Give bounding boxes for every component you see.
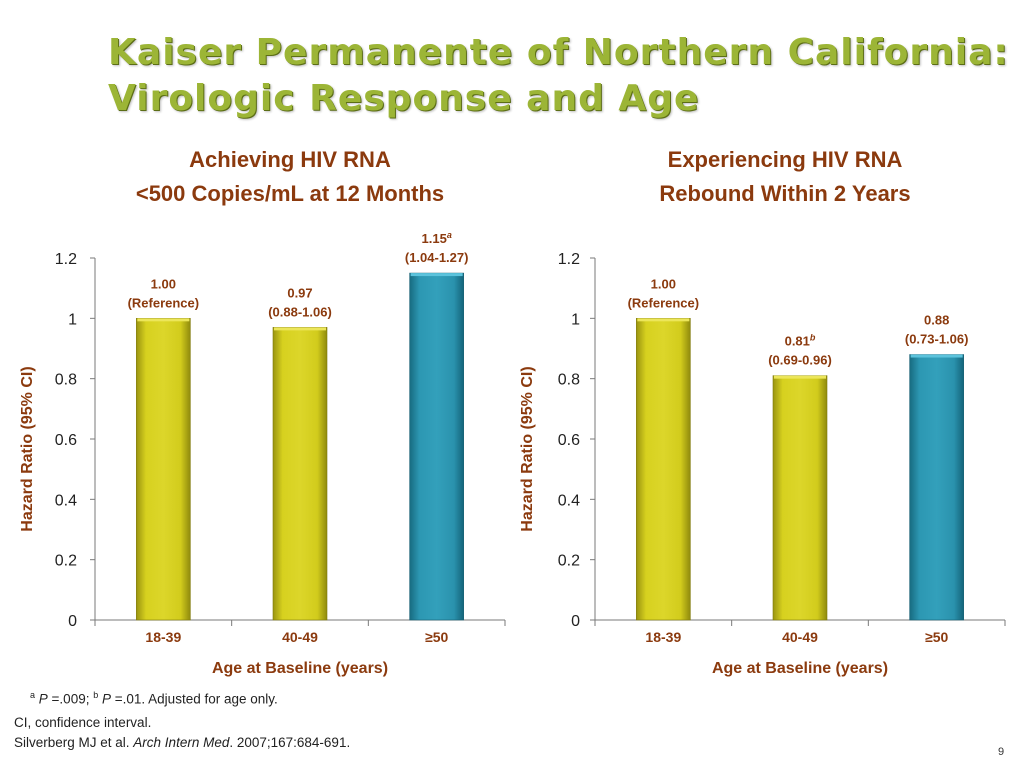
right-data-label-ci: (0.73-1.06)	[905, 332, 969, 347]
right-y-tick-label: 0.6	[558, 432, 580, 449]
footnote-citation: Silverberg MJ et al. Arch Intern Med. 20…	[14, 735, 350, 750]
right-chart-title-line-1: Experiencing HIV RNA	[667, 147, 903, 172]
left-bar-1	[136, 318, 191, 621]
left-data-label-value: 0.97	[287, 285, 312, 300]
footnote-b-marker: b	[93, 690, 99, 700]
left-bar-3	[409, 272, 464, 621]
left-data-label-ci: (0.88-1.06)	[268, 304, 332, 319]
right-y-tick-label: 0.4	[558, 492, 580, 509]
right-x-tick-label: 40-49	[782, 629, 818, 645]
left-x-tick-label: 18-39	[145, 629, 181, 645]
left-data-label-sup: a	[447, 230, 452, 240]
footnote-a-marker: a	[30, 690, 36, 700]
left-chart: 0 0.2 0.4 0.6 0.8 1 1.2 18-39 1.00 (Reference) 40-…	[19, 230, 506, 677]
left-bar-cap-1	[137, 318, 190, 322]
left-y-tick-label: 0	[68, 613, 77, 630]
left-y-tick-label: 0.8	[55, 372, 77, 389]
citation-authors: Silverberg MJ et al.	[14, 735, 134, 750]
right-y-tick-label: 1.2	[558, 251, 580, 268]
left-y-tick-label: 0.2	[55, 553, 77, 570]
left-chart-title: Achieving HIV RNA <500 Copies/mL at 12 M…	[80, 143, 500, 211]
footnote-ci: CI, confidence interval.	[14, 715, 152, 730]
footnote-a-p: P	[38, 691, 48, 707]
right-chart-title: Experiencing HIV RNA Rebound Within 2 Ye…	[580, 143, 990, 211]
right-y-tick-label: 0.8	[558, 372, 580, 389]
right-data-label-value-text: 0.81	[785, 334, 810, 349]
left-chart-title-line-2: <500 Copies/mL at 12 Months	[135, 181, 445, 206]
left-x-tick-label: ≥50	[425, 629, 448, 645]
slide-title: Kaiser Permanente of Northern California…	[108, 30, 1008, 122]
left-bar-cap-2	[274, 327, 326, 331]
right-y-tick-label: 0	[571, 613, 580, 630]
right-data-label-sup: b	[810, 333, 816, 343]
citation-journal: Arch Intern Med	[133, 735, 230, 750]
left-x-tick-label: 40-49	[282, 629, 318, 645]
footnote-b-p: P	[102, 691, 112, 707]
left-y-tick-label: 0.4	[55, 492, 77, 509]
right-bar-cap-2	[774, 375, 826, 379]
slide-title-line-1: Kaiser Permanente of Northern California…	[108, 32, 1009, 73]
footnote-pvalues: a P =.009; b P =.01. Adjusted for age on…	[30, 690, 278, 707]
slide-number: 9	[998, 746, 1005, 758]
left-chart-title-line-1: Achieving HIV RNA	[189, 147, 391, 172]
left-y-tick-label: 0.6	[55, 432, 77, 449]
right-y-tick-label: 0.2	[558, 553, 580, 570]
left-y-tick-label: 1.2	[55, 251, 77, 268]
right-data-label-value: 0.81b	[785, 333, 816, 349]
right-data-label-ci: (Reference)	[628, 295, 700, 310]
left-y-axis-title: Hazard Ratio (95% CI)	[19, 366, 36, 531]
left-x-axis-title: Age at Baseline (years)	[212, 660, 388, 677]
right-data-label-value-text: 0.88	[924, 313, 949, 328]
slide-title-line-2: Virologic Response and Age	[108, 78, 700, 119]
right-y-tick-label: 1	[571, 311, 580, 328]
right-data-label-ci: (0.69-0.96)	[768, 353, 832, 368]
footnote-b-value: =.01. Adjusted for age only.	[111, 691, 278, 707]
right-data-label-value-text: 1.00	[651, 276, 676, 291]
left-data-label-ci: (Reference)	[128, 295, 200, 310]
right-bar-cap-3	[910, 354, 963, 358]
right-bar-cap-1	[637, 318, 690, 322]
left-data-label-value-text: 1.00	[151, 276, 176, 291]
right-data-label-value: 0.88	[924, 313, 949, 328]
citation-rest: . 2007;167:684-691.	[229, 735, 351, 750]
left-data-label-value: 1.15a	[422, 230, 452, 246]
right-bar-2	[772, 375, 828, 621]
right-x-tick-label: ≥50	[925, 629, 948, 645]
right-chart: 00.20.40.60.811.218-391.00(Reference)40-…	[519, 251, 1006, 677]
left-data-label-value-text: 0.97	[287, 285, 312, 300]
footnote-a-value: =.009;	[47, 691, 94, 707]
left-data-label-ci: (1.04-1.27)	[405, 250, 469, 265]
left-data-label-value-text: 1.15	[422, 231, 447, 246]
right-data-label-value: 1.00	[651, 276, 676, 291]
right-chart-title-line-2: Rebound Within 2 Years	[659, 181, 911, 206]
right-bar-1	[636, 318, 691, 621]
right-y-axis-title: Hazard Ratio (95% CI)	[519, 366, 536, 531]
right-bar-3	[909, 354, 964, 621]
right-x-axis-title: Age at Baseline (years)	[712, 660, 888, 677]
left-bar-2	[272, 327, 328, 621]
left-bar-cap-3	[410, 273, 463, 277]
left-data-label-value: 1.00	[151, 276, 176, 291]
left-y-tick-label: 1	[68, 311, 77, 328]
right-x-tick-label: 18-39	[645, 629, 681, 645]
